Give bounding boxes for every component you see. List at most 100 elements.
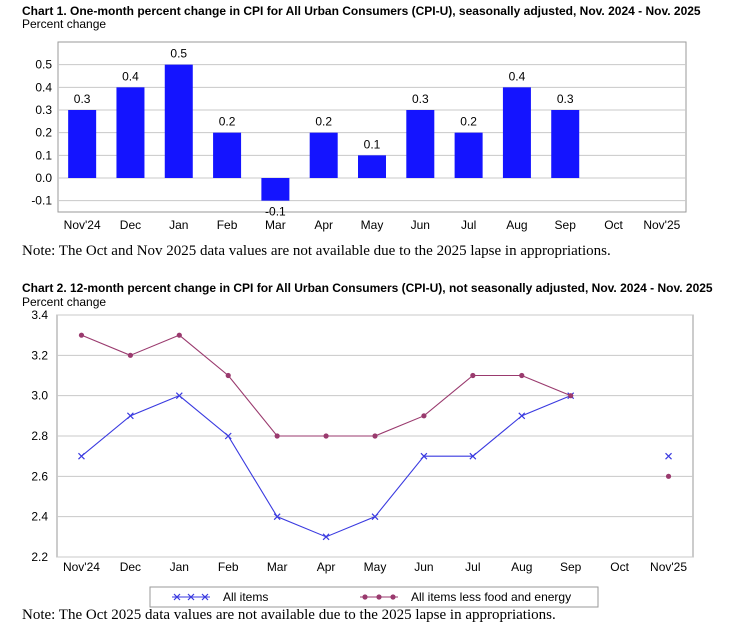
chart1-xtick-label: Nov'24 — [64, 218, 101, 232]
chart1-xtick-label: Feb — [217, 218, 238, 232]
chart1-plot-area — [57, 41, 687, 213]
chart2-legend-marker-core — [376, 594, 382, 600]
chart2-xtick-label: Nov'25 — [650, 560, 687, 574]
chart1-xtick-label: Apr — [314, 218, 333, 232]
chart2-ylabel: Percent change — [22, 295, 107, 309]
chart1-bar — [164, 64, 193, 178]
chart1-ytick-label: 0.5 — [35, 58, 52, 72]
chart2-legend-label-core: All items less food and energy — [411, 590, 571, 604]
chart2-xtick-label: Apr — [317, 560, 336, 574]
chart2-ytick-label: 2.6 — [31, 469, 48, 483]
chart2-ytick-label: 3.2 — [31, 348, 48, 362]
chart2-marker-core — [127, 352, 133, 358]
chart1-data-label: 0.1 — [364, 137, 381, 151]
chart1-bar — [358, 155, 386, 178]
chart2-marker-core — [568, 393, 574, 399]
chart1-data-label: -0.1 — [265, 205, 286, 219]
chart1-data-label: 0.2 — [460, 115, 477, 129]
chart1-xtick-label: Jun — [411, 218, 430, 232]
chart1-ytick-label: -0.1 — [31, 194, 52, 208]
chart1-data-label: 0.2 — [315, 115, 332, 129]
chart2-marker-all-items — [78, 452, 85, 460]
chart2-legend-marker-all-items — [187, 593, 195, 601]
chart1-data-label: 0.3 — [557, 92, 574, 106]
chart1-bar — [261, 178, 290, 201]
chart2-ytick-label: 2.4 — [31, 510, 48, 524]
chart2-marker-core — [78, 332, 85, 338]
chart2-xtick-label: Oct — [610, 560, 629, 574]
chart2-marker-core — [519, 372, 525, 379]
chart1-note: Note: The Oct and Nov 2025 data values a… — [22, 243, 611, 259]
chart2-marker-core — [225, 372, 231, 379]
chart1-data-label: 0.3 — [412, 92, 429, 106]
chart1-bar — [454, 132, 483, 178]
chart1-data-label: 0.5 — [170, 47, 187, 61]
chart2-marker-all-items — [126, 412, 134, 420]
chart2-note: Note: The Oct 2025 data values are not a… — [22, 607, 556, 623]
chart2-marker-core — [176, 332, 182, 338]
chart2-legend-marker-all-items — [201, 593, 209, 601]
chart1-xtick-label: Aug — [506, 218, 527, 232]
chart1-title: Chart 1. One-month percent change in CPI… — [22, 4, 701, 18]
chart2-marker-core — [323, 433, 329, 439]
chart1-bar — [551, 110, 580, 178]
chart2-marker-all-items — [175, 392, 183, 400]
chart2-ytick-label: 2.2 — [31, 550, 48, 564]
chart1-xtick-label: Mar — [265, 218, 286, 232]
chart1-xtick-label: Jan — [169, 218, 188, 232]
chart2-xtick-label: Dec — [120, 560, 141, 574]
chart2-ytick-label: 2.8 — [31, 429, 48, 443]
chart2-xtick-label: Jul — [465, 560, 480, 574]
chart2-xtick-label: May — [364, 560, 387, 574]
chart1-xtick-label: Jul — [461, 218, 476, 232]
chart2-marker-core — [470, 372, 476, 379]
chart1-ylabel: Percent change — [22, 17, 107, 31]
chart2-marker-all-items — [273, 513, 281, 521]
chart2-marker-all-items — [518, 412, 526, 420]
chart2-marker-core — [421, 413, 427, 419]
chart2-marker-all-items — [371, 513, 379, 521]
chart1-xtick-label: Sep — [555, 218, 577, 232]
chart1-bar — [116, 87, 145, 178]
chart2-legend-marker-all-items — [173, 593, 181, 601]
chart2-xtick-label: Aug — [511, 560, 532, 574]
chart2-xtick-label: Mar — [267, 560, 288, 574]
chart1-bar — [213, 132, 242, 178]
chart1-xtick-label: Nov'25 — [643, 218, 680, 232]
chart2-title: Chart 2. 12-month percent change in CPI … — [22, 281, 713, 295]
chart1-bar — [309, 132, 338, 178]
chart2-marker-core — [372, 433, 378, 439]
chart2-marker-all-items — [322, 533, 330, 541]
chart1-data-label: 0.4 — [509, 69, 526, 83]
chart2-marker-all-items — [224, 432, 232, 440]
chart1-ytick-label: 0.2 — [35, 126, 52, 140]
chart1-bar — [502, 87, 531, 178]
chart1-ytick-label: 0.1 — [35, 148, 52, 162]
chart1-ytick-label: 0.0 — [35, 171, 52, 185]
chart2-legend-marker-core — [362, 594, 368, 600]
chart2-marker-all-items — [665, 452, 672, 460]
chart2-legend-marker-core — [390, 594, 396, 600]
chart1-xtick-label: Oct — [604, 218, 623, 232]
chart2-xtick-label: Feb — [218, 560, 239, 574]
chart2-xtick-label: Nov'24 — [63, 560, 100, 574]
chart1-bar — [68, 110, 97, 178]
chart1-data-label: 0.4 — [122, 69, 139, 83]
chart1-ytick-label: 0.4 — [35, 80, 52, 94]
chart2-xtick-label: Jun — [414, 560, 433, 574]
chart2-legend-label-all-items: All items — [223, 590, 268, 604]
chart2-marker-core — [274, 433, 280, 439]
chart2-ytick-label: 3.0 — [31, 389, 48, 403]
chart1-xtick-label: Dec — [120, 218, 141, 232]
chart2-marker-all-items — [420, 452, 428, 460]
chart2-xtick-label: Jan — [170, 560, 189, 574]
chart1-data-label: 0.3 — [74, 92, 91, 106]
chart2-xtick-label: Sep — [560, 560, 582, 574]
chart1-xtick-label: May — [361, 218, 384, 232]
chart1-data-label: 0.2 — [219, 115, 236, 129]
chart1-bar — [406, 110, 435, 178]
chart2-marker-all-items — [469, 452, 477, 460]
chart1-ytick-label: 0.3 — [35, 103, 52, 117]
chart2-ytick-label: 3.4 — [31, 308, 48, 322]
